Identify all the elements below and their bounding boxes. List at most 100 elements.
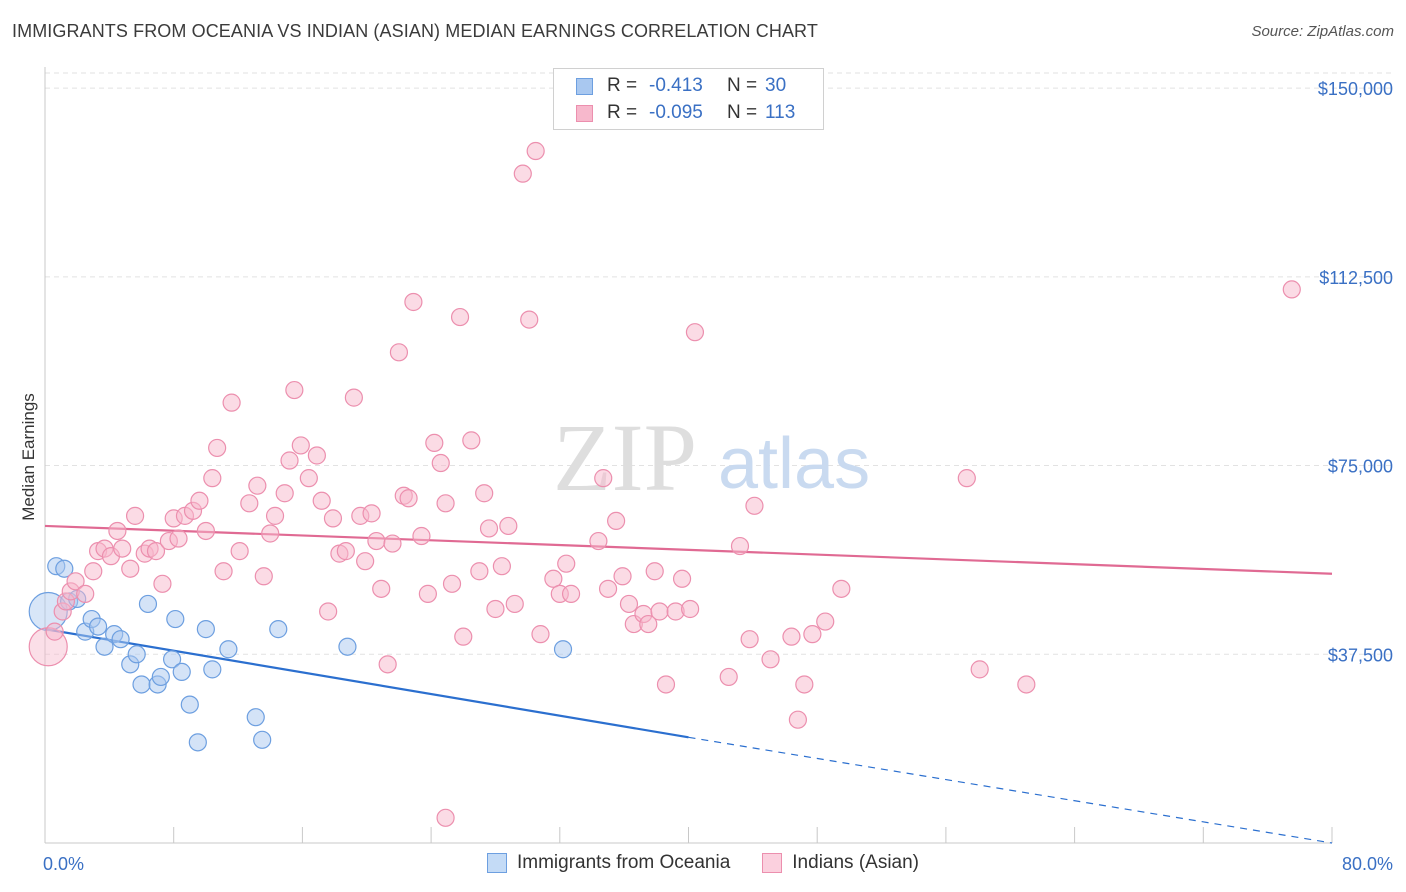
indian-point	[607, 511, 626, 531]
indian-point	[520, 310, 539, 329]
indian-point	[323, 509, 343, 528]
indian-point	[412, 526, 431, 546]
indian-point	[561, 584, 581, 603]
indian-point	[645, 562, 664, 581]
series-legend: Immigrants from Oceania Indians (Asian)	[0, 852, 1406, 874]
y-tick-label: $37,500	[1328, 645, 1393, 665]
indian-point	[436, 494, 455, 513]
oceania-point	[151, 667, 170, 687]
indian-point	[740, 630, 759, 649]
indian-point	[383, 534, 402, 553]
indian-point	[372, 579, 391, 598]
indian-points	[28, 141, 1301, 827]
indian-point	[470, 562, 489, 581]
oceania-point	[162, 650, 182, 669]
indian-point	[146, 542, 166, 561]
indian-point	[656, 675, 676, 694]
indian-point	[425, 433, 444, 453]
indian-point	[531, 625, 550, 644]
indian-point	[222, 393, 241, 412]
indian-point	[265, 506, 285, 525]
legend-row-indian: R = -0.095 N = 113	[576, 100, 795, 126]
indian-point	[169, 529, 188, 548]
indian-point	[431, 453, 450, 473]
indian-point	[196, 521, 215, 541]
indian-point	[214, 562, 233, 581]
indian-point	[208, 438, 227, 458]
oceania-point	[95, 637, 114, 656]
oceania-point	[111, 630, 130, 649]
oceania-point	[138, 594, 158, 614]
indian-point	[788, 710, 807, 729]
legend-label-oceania: Immigrants from Oceania	[516, 852, 731, 873]
oceania-point	[132, 675, 151, 694]
r-label: R =	[607, 75, 638, 96]
indian-point	[782, 627, 801, 646]
indian-point	[589, 531, 608, 551]
indian-point	[66, 572, 85, 591]
n-value: 113	[765, 102, 796, 123]
indian-point	[203, 469, 222, 488]
indian-point	[513, 164, 532, 183]
indian-point	[108, 521, 127, 541]
legend-item-oceania: Immigrants from Oceania	[486, 852, 731, 874]
oceania-point	[338, 637, 357, 656]
indian-point	[505, 594, 524, 614]
oceania-point	[553, 640, 573, 659]
indian-point	[240, 494, 259, 513]
indian-point	[399, 489, 418, 508]
grid-lines	[45, 72, 1395, 655]
watermark-atlas: atlas	[718, 424, 870, 504]
oceania-point	[166, 609, 185, 629]
indian-point	[594, 469, 613, 488]
indian-point	[84, 562, 103, 581]
indian-point	[462, 431, 481, 450]
indian-point	[153, 574, 172, 593]
indian-trend-line	[44, 524, 1333, 575]
oceania-point	[203, 660, 222, 679]
n-label: N =	[727, 75, 758, 96]
indian-point	[248, 476, 267, 495]
indian-point	[404, 292, 423, 312]
indian-point	[681, 599, 700, 619]
indian-point	[356, 552, 375, 571]
indian-point	[672, 569, 692, 588]
legend-label-indian: Indians (Asian)	[792, 852, 920, 873]
indian-point	[299, 469, 318, 488]
n-label: N =	[727, 102, 758, 123]
oceania-point	[219, 640, 238, 659]
indian-point	[557, 554, 576, 573]
x-tick-label: 80.0%	[1342, 854, 1393, 874]
indian-point	[76, 584, 95, 603]
y-axis-label: Median Earnings	[19, 393, 38, 521]
indian-point	[418, 584, 437, 603]
indian-point	[378, 655, 397, 674]
indian-point	[291, 436, 310, 455]
indian-point	[254, 567, 273, 586]
indian-point	[1282, 280, 1301, 299]
n-value: 30	[765, 75, 787, 96]
indian-point	[280, 451, 299, 470]
indian-point	[803, 625, 822, 644]
oceania-trend-line	[44, 628, 689, 739]
indian-point	[499, 516, 518, 536]
indian-point	[475, 484, 494, 503]
indian-point	[113, 539, 132, 558]
legend-swatch-oceania	[486, 853, 507, 873]
indian-point	[970, 660, 989, 679]
indian-point	[436, 808, 455, 827]
r-value: -0.413	[649, 75, 703, 96]
indian-point	[45, 622, 64, 641]
indian-point	[312, 491, 331, 510]
y-tick-label: $112,500	[1319, 268, 1393, 288]
y-tick-label: $150,000	[1318, 79, 1393, 99]
x-tick-label: 0.0%	[43, 854, 84, 874]
indian-point	[230, 542, 249, 561]
indian-point	[745, 496, 764, 515]
indian-point	[1017, 675, 1036, 694]
oceania-point	[180, 695, 199, 714]
indian-point	[307, 446, 326, 465]
indian-point	[121, 559, 140, 578]
legend-swatch-indian	[576, 104, 593, 122]
indian-point	[389, 343, 409, 362]
